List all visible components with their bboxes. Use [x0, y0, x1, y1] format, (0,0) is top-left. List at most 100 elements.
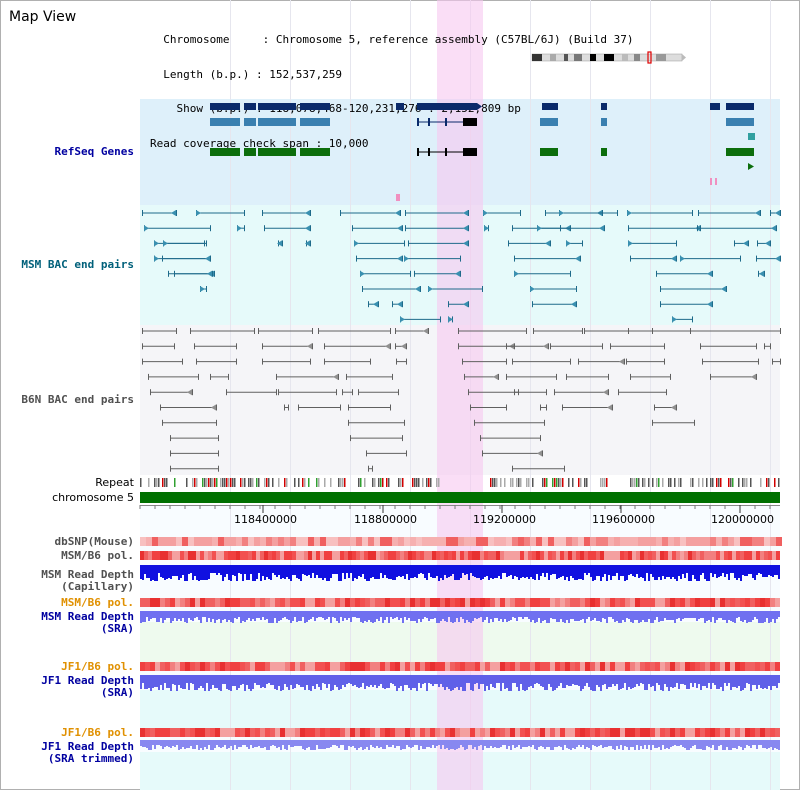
depth-bar [474, 611, 476, 618]
gene-marker[interactable] [396, 194, 400, 201]
track-label-dbsnp[interactable]: dbSNP(Mouse) [54, 535, 134, 548]
track-label-refseq[interactable]: RefSeq Genes [54, 145, 134, 158]
depth-bar [380, 565, 382, 573]
depth-bar [176, 565, 178, 576]
gene-row-steel[interactable] [210, 118, 755, 140]
heat-cell [200, 537, 206, 546]
heat-cell [235, 662, 240, 671]
gene-row-green[interactable] [210, 148, 754, 170]
depth-bar [650, 675, 652, 687]
depth-bar [750, 675, 752, 691]
repeat-element [422, 478, 424, 487]
heat-cell [410, 537, 416, 546]
heat-cell [556, 551, 560, 560]
depth-bar [494, 675, 496, 688]
track-label-jf1-b6-pol[interactable]: JF1/B6 pol. [61, 660, 134, 673]
repeat-element [492, 478, 494, 487]
heat-cell [620, 662, 625, 671]
depth-bar [532, 565, 534, 579]
depth-bar [622, 611, 624, 620]
bac-end-tick [700, 343, 701, 350]
track-label-jf1-depth-trimmed[interactable]: JF1 Read Depth (SRA trimmed) [41, 741, 134, 765]
track-label-msm-depth-capillary[interactable]: MSM Read Depth (Capillary) [41, 569, 134, 593]
depth-bar [716, 740, 718, 750]
depth-bar [694, 611, 696, 618]
depth-bar [404, 611, 406, 617]
heat-cell [270, 662, 275, 671]
chromosome-bar[interactable] [140, 492, 780, 503]
depth-bar [276, 565, 278, 577]
gene-marker[interactable] [710, 178, 712, 185]
track-label-b6n-bac[interactable]: B6N BAC end pairs [21, 393, 134, 406]
depth-bar [764, 611, 766, 622]
track-label-msm-b6-pol-2[interactable]: MSM/B6 pol. [61, 596, 134, 609]
track-label-msm-depth-sra[interactable]: MSM Read Depth (SRA) [41, 611, 134, 635]
heat-cell [340, 598, 345, 607]
gene-marker[interactable] [715, 178, 717, 185]
bac-end-tick [350, 435, 351, 442]
bac-end-tick [216, 404, 217, 411]
label-line: (Capillary) [61, 580, 134, 593]
heat-cell [626, 537, 632, 546]
track-label-jf1-b6-pol-2[interactable]: JF1/B6 pol. [61, 726, 134, 739]
heat-cell [204, 551, 208, 560]
depth-bar [302, 565, 304, 574]
grid-line [710, 0, 711, 790]
bac-end-tick [498, 373, 499, 380]
heat-cell [170, 598, 175, 607]
depth-bar [448, 565, 450, 577]
heat-cell [145, 662, 150, 671]
depth-bar [428, 565, 430, 573]
track-label-msm-b6-pol[interactable]: MSM/B6 pol. [61, 549, 134, 562]
depth-bar [744, 675, 746, 688]
bac-end-tick [712, 301, 713, 308]
depth-bar [364, 565, 366, 579]
repeat-track[interactable] [140, 478, 780, 487]
track-label-jf1-depth-sra[interactable]: JF1 Read Depth (SRA) [41, 675, 134, 699]
depth-bar [578, 675, 580, 686]
depth-bar [234, 740, 236, 745]
data-strips[interactable] [140, 0, 782, 790]
heat-cell [415, 728, 420, 737]
repeat-element [430, 478, 432, 487]
bac-end-tick [628, 328, 629, 334]
heat-cell [236, 537, 242, 546]
depth-bar [648, 565, 650, 581]
depth-bar [270, 565, 272, 580]
heat-cell [420, 728, 425, 737]
depth-bar [776, 611, 778, 619]
gene-row-dark[interactable] [210, 103, 754, 110]
depth-bar [470, 740, 472, 745]
repeat-element [712, 478, 714, 487]
track-label-msm-bac[interactable]: MSM BAC end pairs [21, 258, 134, 271]
depth-bar [584, 740, 586, 749]
depth-bar [338, 740, 340, 748]
heat-cell [575, 598, 580, 607]
depth-bar [688, 565, 690, 581]
depth-bar [342, 565, 344, 573]
depth-bar [596, 675, 598, 685]
depth-bar [258, 611, 260, 618]
heat-cell [685, 728, 690, 737]
selected-region-highlight[interactable] [437, 0, 483, 790]
depth-bar [686, 740, 688, 750]
depth-bar [738, 740, 740, 746]
bac-end-tick [610, 343, 611, 350]
bac-end-tick [602, 343, 603, 350]
heat-cell [665, 598, 670, 607]
chromosome-ideogram[interactable] [530, 51, 690, 64]
depth-bar [702, 565, 704, 573]
heat-cell [380, 598, 385, 607]
bac-end-tick [468, 389, 469, 396]
heat-cell [560, 598, 565, 607]
depth-bar [514, 740, 516, 748]
depth-bar [448, 740, 450, 750]
depth-bar [366, 675, 368, 686]
depth-bar [240, 675, 242, 685]
depth-bar [504, 675, 506, 689]
repeat-element [192, 478, 194, 487]
depth-bar [244, 611, 246, 622]
